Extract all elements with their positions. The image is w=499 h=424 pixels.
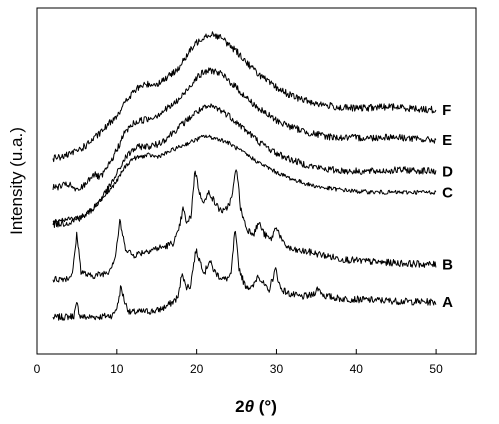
x-tick-label: 0 (34, 362, 41, 376)
series-label-e: E (442, 132, 452, 149)
series-label-d: D (442, 163, 453, 180)
x-axis-label: 2θ (°) (235, 397, 277, 416)
y-axis-label: Intensity (u.a.) (7, 127, 26, 235)
series-line-a (52, 230, 437, 321)
series-line-f (52, 31, 437, 163)
x-tick-label: 30 (270, 362, 284, 376)
x-tick-label: 40 (350, 362, 364, 376)
x-ticks-layer: 0 10 20 30 40 50 (34, 349, 443, 376)
series-label-a: A (442, 294, 453, 311)
x-axis-label-theta: θ (245, 397, 255, 416)
x-tick-label: 50 (429, 362, 443, 376)
plot-frame (36, 7, 477, 355)
series-label-c: C (442, 184, 453, 201)
series-line-c (52, 134, 437, 223)
x-tick-label: 20 (190, 362, 204, 376)
x-axis-label-unit: (°) (254, 397, 277, 416)
series-line-d (52, 103, 437, 228)
series-line-b (52, 169, 437, 283)
x-tick-label: 10 (110, 362, 124, 376)
series-line-e (52, 67, 437, 192)
curves-layer (52, 31, 437, 321)
series-label-b: B (442, 257, 453, 274)
series-label-f: F (442, 102, 451, 119)
x-axis-label-main: 2 (235, 397, 244, 416)
